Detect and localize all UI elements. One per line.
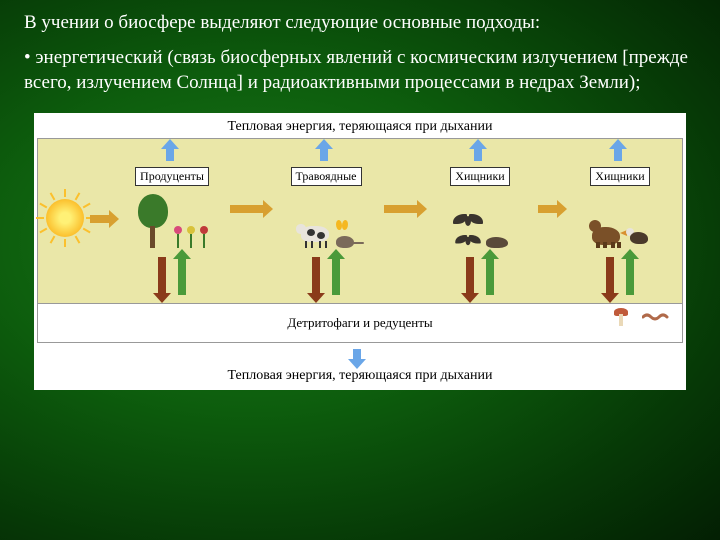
heat-loss-top: Тепловая энергия, теряющаяся при дыхании [37,116,683,138]
herbivores-box: Травоядные [270,167,382,248]
up-arrow-icon [626,257,634,295]
flow-arrow-icon [230,205,264,213]
predators2-label: Хищники [590,167,649,186]
energy-flow-diagram: Тепловая энергия, теряющаяся при дыхании [34,113,686,390]
heat-arrow-icon [474,147,482,161]
up-arrow-icon [486,257,494,295]
flower-icon [186,226,196,248]
detritus-box: Детритофаги и редуценты [37,303,683,343]
predators1-label: Хищники [450,167,509,186]
bat-icon [455,235,481,247]
producers-box: Продуценты [116,167,228,248]
shrew-icon [486,237,508,248]
herbivores-pictogram [270,190,382,248]
butterfly-icon [336,220,348,232]
flower-icon [173,226,183,248]
herbivores-label: Травоядные [291,167,362,186]
mouse-icon [336,236,354,248]
flow-arrow-icon [384,205,418,213]
bat-icon [453,214,483,228]
predators2-pictogram [564,190,676,248]
down-arrow-icon [312,257,320,295]
detritus-pictogram [614,308,670,326]
down-arrow-icon [158,257,166,295]
bear-icon [589,220,623,248]
bullet-line: • энергетический (связь биосферных явлен… [24,45,696,95]
predators1-box: Хищники [424,167,536,248]
heat-arrow-icon [166,147,174,161]
predators2-box: Хищники [564,167,676,248]
worm-icon [642,313,670,321]
flow-arrow-icon [90,215,110,223]
detritus-label: Детритофаги и редуценты [287,315,432,331]
producers-label: Продуценты [135,167,209,186]
mushroom-icon [614,308,628,326]
intro-text: В учении о биосфере выделяют следующие о… [0,0,720,95]
up-arrow-icon [332,257,340,295]
intro-line: В учении о биосфере выделяют следующие о… [24,10,696,35]
predators1-pictogram [424,190,536,248]
heat-arrow-icon [320,147,328,161]
flower-icon [199,226,209,248]
heat-arrow-icon [353,349,361,361]
producers-pictogram [116,190,228,248]
up-arrow-icon [178,257,186,295]
cow-icon [299,222,333,248]
vulture-icon [626,228,652,248]
flow-arrow-icon [538,205,558,213]
heat-arrow-icon [614,147,622,161]
tree-icon [136,194,170,248]
sun-icon [46,199,84,237]
trophic-panel: Продуценты Травоядные [37,138,683,304]
down-arrow-icon [466,257,474,295]
down-arrow-icon [606,257,614,295]
